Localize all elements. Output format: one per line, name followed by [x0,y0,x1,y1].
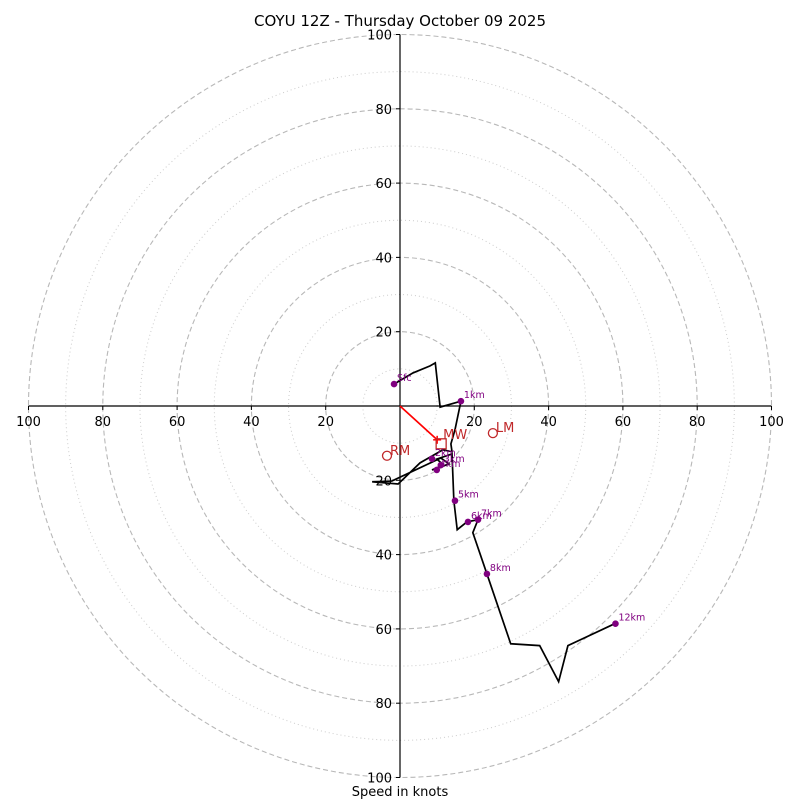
tick-labels: 100 80 60 40 20 20 40 60 80 100100806040202040608… [16,29,784,787]
motion-label-lm: LM [496,421,514,436]
height-point-7km [474,516,482,523]
y-tick-label: 100 [367,29,392,44]
x-tick-label: 60 [615,415,632,430]
height-label-1km: 1km [464,390,485,401]
height-point-12km [612,620,619,627]
x-tick-label: 80 [689,415,706,430]
height-label-7km: 7km [481,509,502,520]
height-point-8km [483,570,491,578]
y-tick-label: 40 [375,549,392,564]
y-tick-label: 40 [375,251,392,266]
x-axis-label: Speed in knots [352,785,449,800]
y-tick-label: 80 [375,103,392,118]
height-label-3km: 3km [444,454,465,465]
height-label-4km: 4km [440,459,461,470]
height-point-5km [451,497,459,505]
height-label-sfc: Sfc [397,373,412,384]
x-tick-label: 100 [759,415,784,430]
y-tick-label: 80 [375,697,392,712]
x-tick-label: 60 [169,415,186,430]
motion-marker-mw [435,438,447,450]
x-tick-label: 100 [16,415,41,430]
height-point-3km [437,461,445,469]
y-tick-label: 100 [367,772,392,787]
height-point-2km [428,455,436,463]
mean-wind-vector [399,405,438,441]
y-tick-label: 60 [375,623,392,638]
motion-marker-lm [487,427,499,439]
height-label-8km: 8km [490,563,511,574]
motion-label-mw: MW [443,428,467,443]
series [372,361,616,684]
x-tick-label: 40 [540,415,557,430]
height-label-12km: 12km [618,613,645,624]
y-tick-label: 20 [375,326,392,341]
y-tick-label: 60 [375,177,392,192]
height-point-sfc [390,380,398,388]
x-tick-label: 80 [95,415,112,430]
x-tick-label: 40 [243,415,260,430]
height-label-5km: 5km [458,490,479,501]
height-point-6km [464,518,472,526]
motion-label-rm: RM [390,444,410,459]
motion-marker-rm [381,450,393,461]
height-label-2km: 2km [435,448,456,459]
height-point-1km [457,397,465,405]
hodograph-line [372,361,616,684]
x-tick-label: 20 [466,415,483,430]
height-point-4km [433,466,441,474]
height-label-6km: 6km [471,511,492,522]
chart-title: COYU 12Z - Thursday October 09 2025 [254,12,546,30]
x-tick-label: 20 [317,415,334,430]
